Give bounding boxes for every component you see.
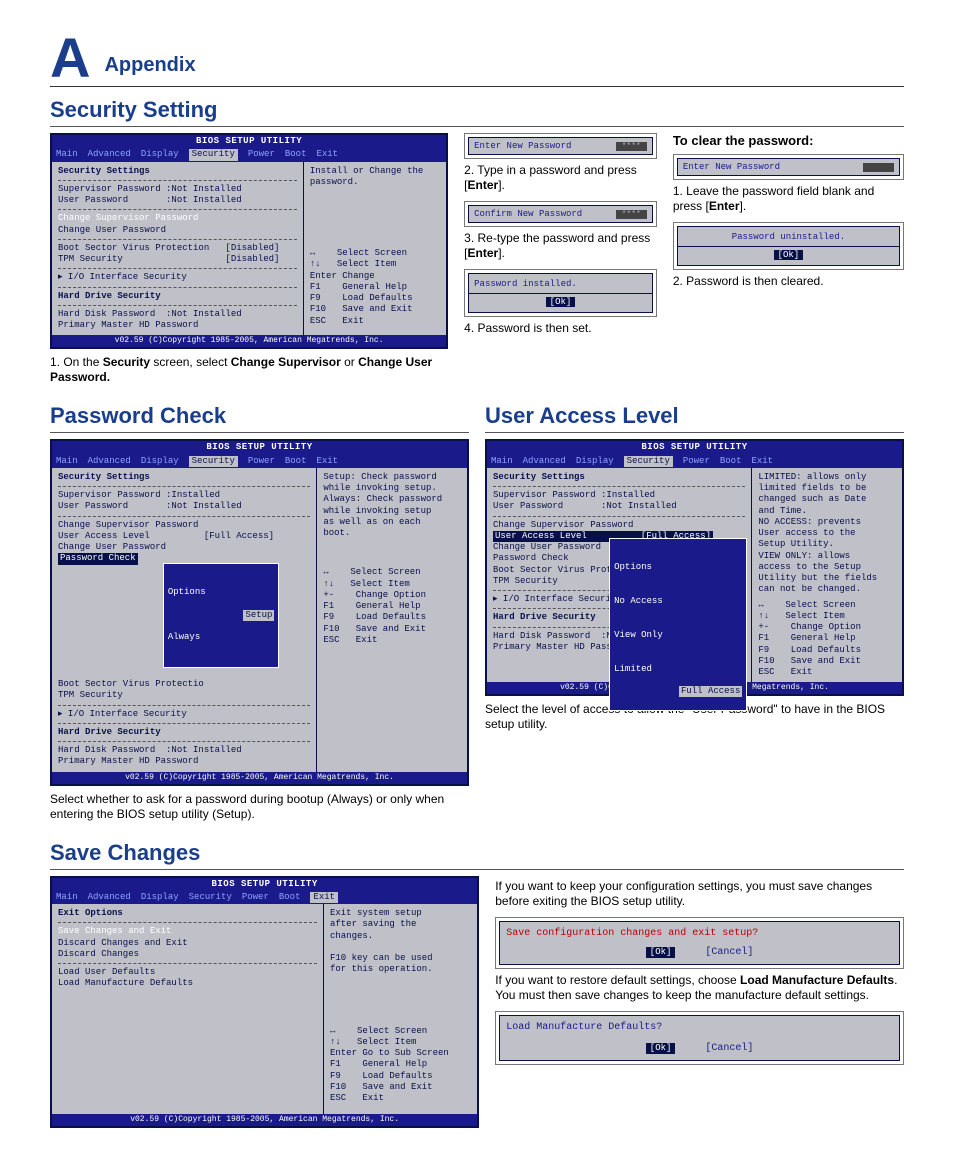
confirm-pw-box: Confirm New Password****	[468, 205, 653, 223]
pw-uninstalled: Password uninstalled. [Ok]	[677, 226, 900, 266]
section-user-access: User Access Level	[485, 403, 904, 433]
enter-pw-box-2: Enter New Password	[677, 158, 900, 176]
pwcheck-caption: Select whether to ask for a password dur…	[50, 792, 469, 822]
save-p1: If you want to keep your configuration s…	[495, 879, 904, 909]
bios-ual-window: BIOS SETUP UTILITY MainAdvancedDisplay S…	[485, 439, 904, 696]
save-confirm-dialog: Save configuration changes and exit setu…	[499, 921, 900, 965]
bios-pwcheck-window: BIOS SETUP UTILITY MainAdvancedDisplay S…	[50, 439, 469, 785]
security-caption: 1. On the Security screen, select Change…	[50, 355, 448, 385]
load-defaults-dialog: Load Manufacture Defaults? [Ok] [Cancel]	[499, 1015, 900, 1061]
section-save-changes: Save Changes	[50, 840, 904, 870]
step4: 4. Password is then set.	[464, 321, 657, 336]
ok-button[interactable]: [Ok]	[646, 947, 676, 958]
cancel-button-2[interactable]: [Cancel]	[705, 1043, 753, 1054]
save-p2: If you want to restore default settings,…	[495, 973, 904, 1003]
page-header: A Appendix	[50, 30, 904, 87]
cancel-button[interactable]: [Cancel]	[705, 947, 753, 958]
step3: 3. Re-type the password and press [Enter…	[464, 231, 657, 261]
step2: 2. Type in a password and press [Enter].	[464, 163, 657, 193]
bios-save-window: BIOS SETUP UTILITY MainAdvancedDisplay S…	[50, 876, 479, 1129]
bios-menu: Main Advanced Display Security Power Boo…	[52, 148, 446, 161]
enter-pw-box: Enter New Password****	[468, 137, 653, 155]
header-a: A	[50, 30, 90, 86]
bios-security-window: BIOS SETUP UTILITY Main Advanced Display…	[50, 133, 448, 349]
section-password-check: Password Check	[50, 403, 469, 433]
clear-step2: 2. Password is then cleared.	[673, 274, 904, 289]
section-security-setting: Security Setting	[50, 97, 904, 127]
header-label: Appendix	[104, 54, 195, 77]
bios-title: BIOS SETUP UTILITY	[52, 135, 446, 148]
pw-installed: Password installed. [Ok]	[468, 273, 653, 313]
clear-step1: 1. Leave the password field blank and pr…	[673, 184, 904, 214]
ok-button-2[interactable]: [Ok]	[646, 1043, 676, 1054]
clear-pw-heading: To clear the password:	[673, 133, 904, 148]
